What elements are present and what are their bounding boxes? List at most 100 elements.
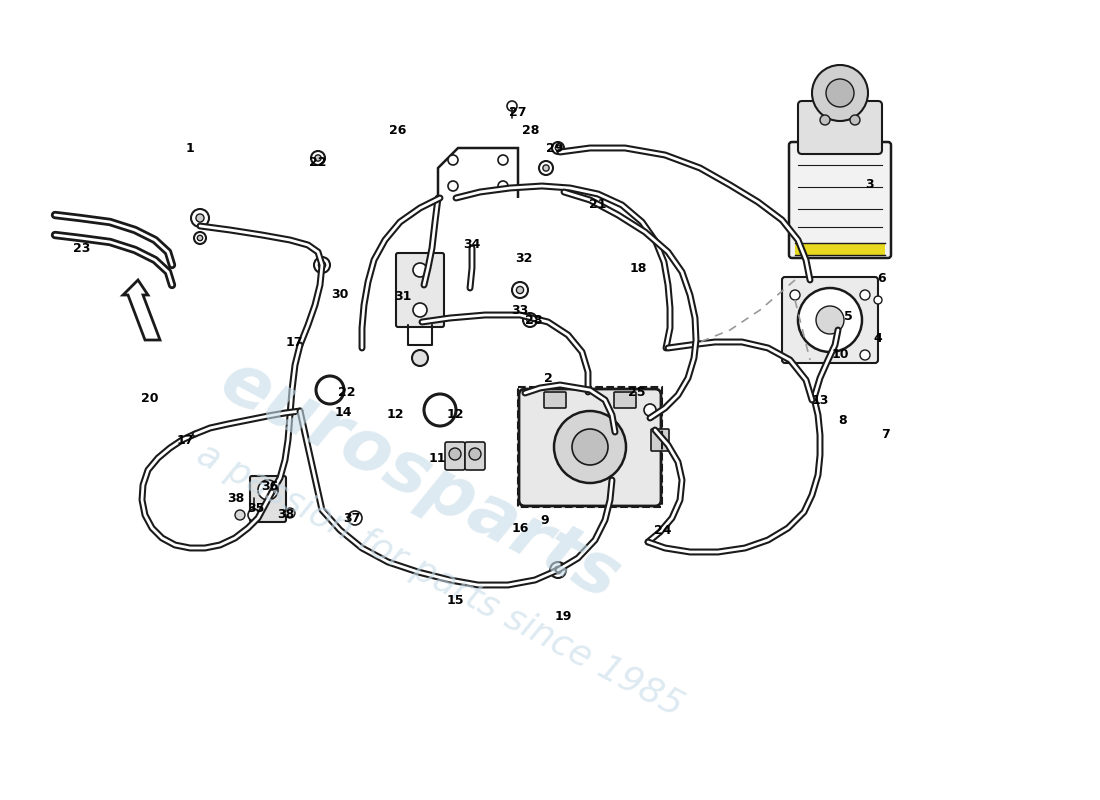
Circle shape (554, 566, 562, 574)
Circle shape (816, 306, 844, 334)
Text: a passion for parts since 1985: a passion for parts since 1985 (191, 437, 689, 723)
Circle shape (552, 142, 564, 154)
Text: 12: 12 (447, 409, 464, 422)
Circle shape (285, 508, 295, 518)
Circle shape (572, 429, 608, 465)
Text: 20: 20 (141, 391, 158, 405)
Text: 7: 7 (881, 429, 890, 442)
Circle shape (554, 411, 626, 483)
Circle shape (412, 350, 428, 366)
Text: 16: 16 (512, 522, 529, 534)
Circle shape (412, 303, 427, 317)
Text: 18: 18 (629, 262, 647, 274)
Circle shape (512, 282, 528, 298)
Text: 6: 6 (878, 271, 887, 285)
Text: 15: 15 (447, 594, 464, 606)
Text: 8: 8 (838, 414, 847, 426)
Circle shape (449, 448, 461, 460)
Text: 26: 26 (389, 123, 407, 137)
Circle shape (448, 181, 458, 191)
Text: 28: 28 (526, 314, 542, 326)
Text: 38: 38 (277, 509, 295, 522)
FancyBboxPatch shape (789, 142, 891, 258)
Circle shape (318, 262, 326, 269)
Circle shape (550, 562, 566, 578)
Text: 34: 34 (463, 238, 481, 251)
Text: 37: 37 (343, 511, 361, 525)
Circle shape (539, 161, 553, 175)
FancyBboxPatch shape (250, 476, 286, 522)
Circle shape (543, 165, 549, 171)
Circle shape (820, 115, 830, 125)
Text: 14: 14 (334, 406, 352, 418)
Polygon shape (123, 280, 160, 340)
Text: 31: 31 (394, 290, 411, 302)
Circle shape (860, 290, 870, 300)
FancyBboxPatch shape (651, 429, 669, 451)
FancyBboxPatch shape (782, 277, 878, 363)
Circle shape (448, 155, 458, 165)
Circle shape (196, 214, 205, 222)
Text: 28: 28 (522, 123, 540, 137)
Text: 2: 2 (543, 371, 552, 385)
Text: 36: 36 (262, 481, 278, 494)
Text: 27: 27 (509, 106, 527, 118)
FancyBboxPatch shape (465, 442, 485, 470)
Text: 5: 5 (844, 310, 852, 322)
Circle shape (258, 480, 278, 500)
Circle shape (798, 288, 862, 352)
Text: 21: 21 (590, 198, 607, 211)
Circle shape (191, 209, 209, 227)
Text: 19: 19 (554, 610, 572, 623)
Text: 25: 25 (628, 386, 646, 399)
Text: 33: 33 (512, 303, 529, 317)
FancyBboxPatch shape (544, 392, 566, 408)
Text: 22: 22 (339, 386, 355, 398)
Text: 24: 24 (654, 523, 672, 537)
Circle shape (412, 263, 427, 277)
Text: 29: 29 (547, 142, 563, 154)
Circle shape (790, 290, 800, 300)
Circle shape (197, 235, 202, 241)
Circle shape (826, 79, 854, 107)
Text: eurosparts: eurosparts (209, 346, 631, 614)
Circle shape (315, 155, 321, 161)
Circle shape (644, 404, 656, 416)
Circle shape (348, 511, 362, 525)
Circle shape (194, 232, 206, 244)
Text: 32: 32 (515, 251, 532, 265)
Text: 17: 17 (285, 335, 303, 349)
Circle shape (516, 286, 524, 294)
Text: 4: 4 (873, 331, 882, 345)
Text: 3: 3 (866, 178, 874, 191)
Bar (518, 387, 662, 507)
Circle shape (812, 65, 868, 121)
Circle shape (311, 151, 324, 165)
FancyBboxPatch shape (519, 389, 661, 506)
Circle shape (498, 155, 508, 165)
Text: 13: 13 (812, 394, 828, 406)
Text: 38: 38 (228, 491, 244, 505)
Circle shape (469, 448, 481, 460)
Circle shape (248, 509, 260, 521)
Text: 17: 17 (176, 434, 194, 446)
Text: 1: 1 (186, 142, 195, 154)
Circle shape (235, 510, 245, 520)
FancyBboxPatch shape (614, 392, 636, 408)
Circle shape (507, 101, 517, 111)
Text: 35: 35 (248, 502, 265, 514)
Text: 9: 9 (541, 514, 549, 526)
Text: 30: 30 (331, 289, 349, 302)
Text: 23: 23 (74, 242, 90, 254)
Circle shape (860, 350, 870, 360)
FancyBboxPatch shape (798, 101, 882, 154)
Text: 22: 22 (309, 155, 327, 169)
Circle shape (522, 313, 537, 327)
Bar (795, 243, 886, 255)
Circle shape (314, 257, 330, 273)
FancyBboxPatch shape (396, 253, 444, 327)
Text: 11: 11 (428, 451, 446, 465)
Circle shape (874, 296, 882, 304)
FancyBboxPatch shape (446, 442, 465, 470)
Circle shape (527, 317, 534, 323)
